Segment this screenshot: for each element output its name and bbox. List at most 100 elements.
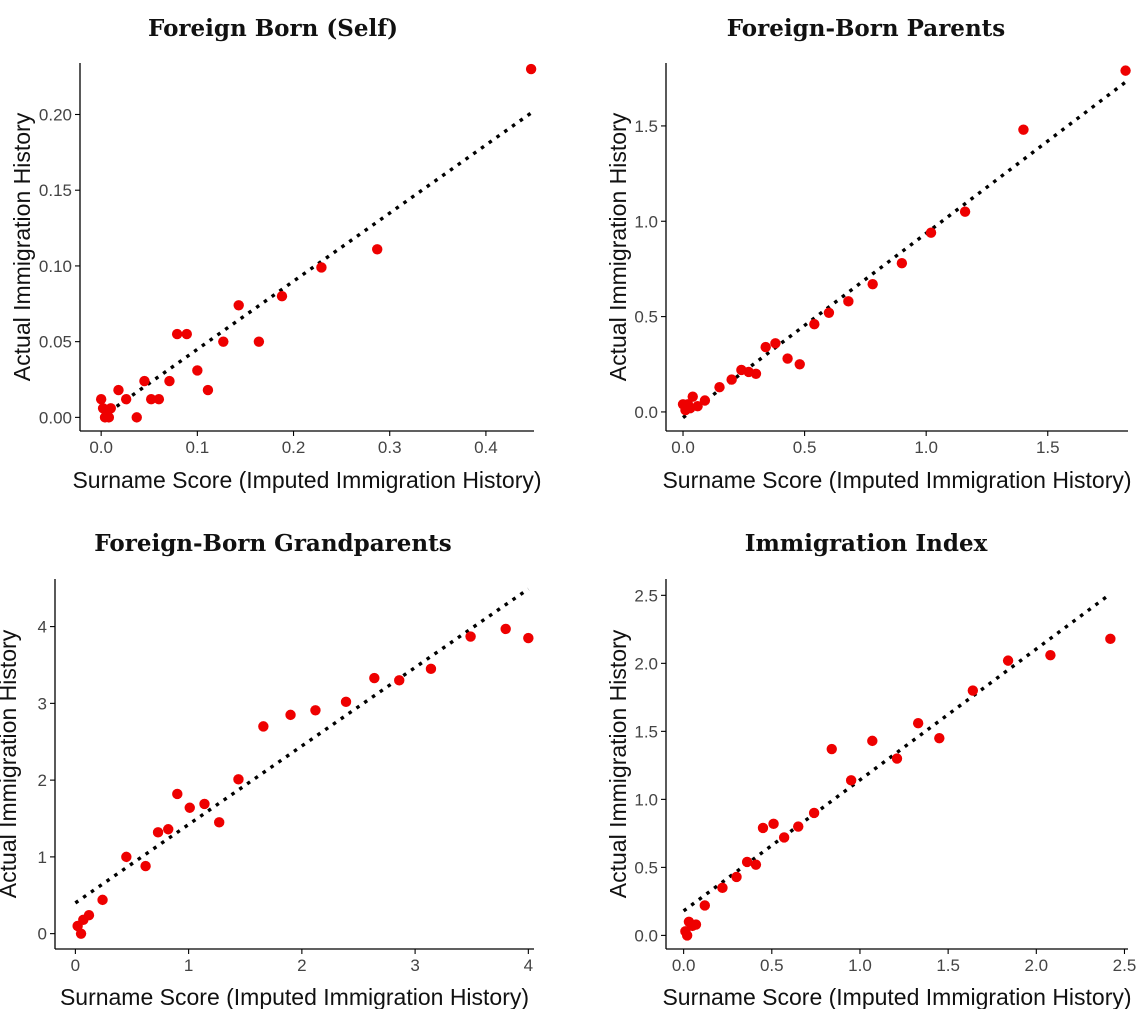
data-point <box>808 807 820 819</box>
y-tick-label: 4 <box>38 618 47 637</box>
data-point <box>172 788 183 800</box>
data-point <box>233 300 244 311</box>
data-point <box>213 817 225 828</box>
data-point <box>316 262 327 273</box>
y-tick-label: 1.0 <box>634 212 658 231</box>
data-point <box>867 278 878 290</box>
data-point <box>699 395 711 406</box>
data-point <box>152 827 164 838</box>
data-point <box>75 928 87 939</box>
y-tick-label: 2 <box>38 771 47 790</box>
y-axis-label: Actual Immigration History <box>9 112 35 381</box>
data-point <box>692 401 703 412</box>
data-point <box>687 391 698 402</box>
data-point <box>809 319 820 330</box>
data-point <box>760 341 771 353</box>
x-tick-label: 3 <box>410 956 419 975</box>
data-point <box>113 384 124 396</box>
data-point <box>369 672 380 684</box>
data-point <box>202 384 214 396</box>
data-point <box>896 258 908 269</box>
x-tick-label: 1.0 <box>848 956 872 975</box>
panel-title: Foreign-Born Grandparents <box>94 530 451 557</box>
x-tick-label: 2.5 <box>1113 956 1137 975</box>
panel-title: Immigration Index <box>745 530 988 557</box>
data-point <box>1045 649 1056 661</box>
x-tick-label: 0.4 <box>474 438 498 457</box>
data-point <box>793 821 804 832</box>
data-point <box>97 894 108 906</box>
x-tick-label: 2 <box>297 956 306 975</box>
data-point <box>500 623 511 635</box>
y-tick-label: 0.0 <box>634 926 658 945</box>
data-point <box>131 412 142 423</box>
y-tick-label: 1.5 <box>634 117 658 136</box>
data-point <box>139 375 150 387</box>
data-point <box>959 206 971 217</box>
data-point <box>153 393 165 405</box>
data-point <box>105 403 116 414</box>
x-tick-label: 0 <box>71 956 80 975</box>
data-point <box>372 244 383 255</box>
data-point <box>770 338 781 349</box>
data-point <box>120 393 132 405</box>
data-point <box>465 631 476 642</box>
data-point <box>181 328 192 340</box>
fit-line <box>681 80 1127 420</box>
y-tick-label: 2.5 <box>634 586 658 605</box>
data-point <box>845 775 857 786</box>
data-point <box>681 930 693 941</box>
data-point <box>425 663 437 675</box>
x-axis-label: Surname Score (Imputed Immigration Histo… <box>60 984 529 1009</box>
scatter-panel-1: Foreign Born (Self) 0.00 0.05 0.10 0.15 0.20 0… <box>9 15 542 493</box>
data-point <box>912 717 924 729</box>
data-point <box>750 859 762 870</box>
data-point <box>233 774 244 785</box>
data-point <box>121 851 132 863</box>
x-tick-label: 0.0 <box>672 956 696 975</box>
data-point <box>782 353 793 364</box>
data-point <box>768 818 779 830</box>
x-tick-label: 0.2 <box>282 438 306 457</box>
y-tick-label: 2.0 <box>634 654 658 673</box>
data-point <box>699 900 710 911</box>
data-point <box>690 919 702 930</box>
data-point <box>891 753 903 764</box>
data-point <box>717 882 728 893</box>
y-tick-label: 3 <box>38 694 47 713</box>
panel-title: Foreign Born (Self) <box>148 15 398 42</box>
fit-line <box>74 587 530 905</box>
data-point <box>171 328 183 340</box>
data-point <box>726 374 737 385</box>
x-tick-label: 4 <box>524 956 533 975</box>
data-point <box>823 307 835 318</box>
y-axis-label: Actual Immigration History <box>0 629 21 898</box>
x-axis-label: Surname Score (Imputed Immigration Histo… <box>662 467 1131 493</box>
data-point <box>750 368 762 379</box>
panel-title: Foreign-Born Parents <box>727 15 1006 42</box>
y-tick-label: 1.0 <box>634 790 658 809</box>
y-tick-label: 0.5 <box>634 858 658 877</box>
data-point <box>794 359 805 370</box>
data-point <box>95 393 107 405</box>
y-tick-label: 1 <box>38 848 47 867</box>
x-tick-label: 1.5 <box>1036 438 1060 457</box>
data-point <box>741 856 753 868</box>
data-point <box>164 375 175 387</box>
data-point <box>276 291 288 302</box>
data-point <box>103 412 115 423</box>
y-tick-label: 0.20 <box>39 105 72 124</box>
y-axis-label: Actual Immigration History <box>605 629 631 898</box>
x-tick-label: 0.5 <box>793 438 817 457</box>
y-tick-label: 0.05 <box>39 333 72 352</box>
data-point <box>867 735 878 747</box>
x-tick-label: 0.0 <box>671 438 695 457</box>
data-point <box>731 871 742 883</box>
y-tick-label: 0 <box>38 925 47 944</box>
data-point <box>394 675 405 686</box>
data-point <box>1018 124 1029 135</box>
data-point <box>145 393 157 405</box>
data-point <box>140 860 151 872</box>
data-point <box>310 705 321 716</box>
